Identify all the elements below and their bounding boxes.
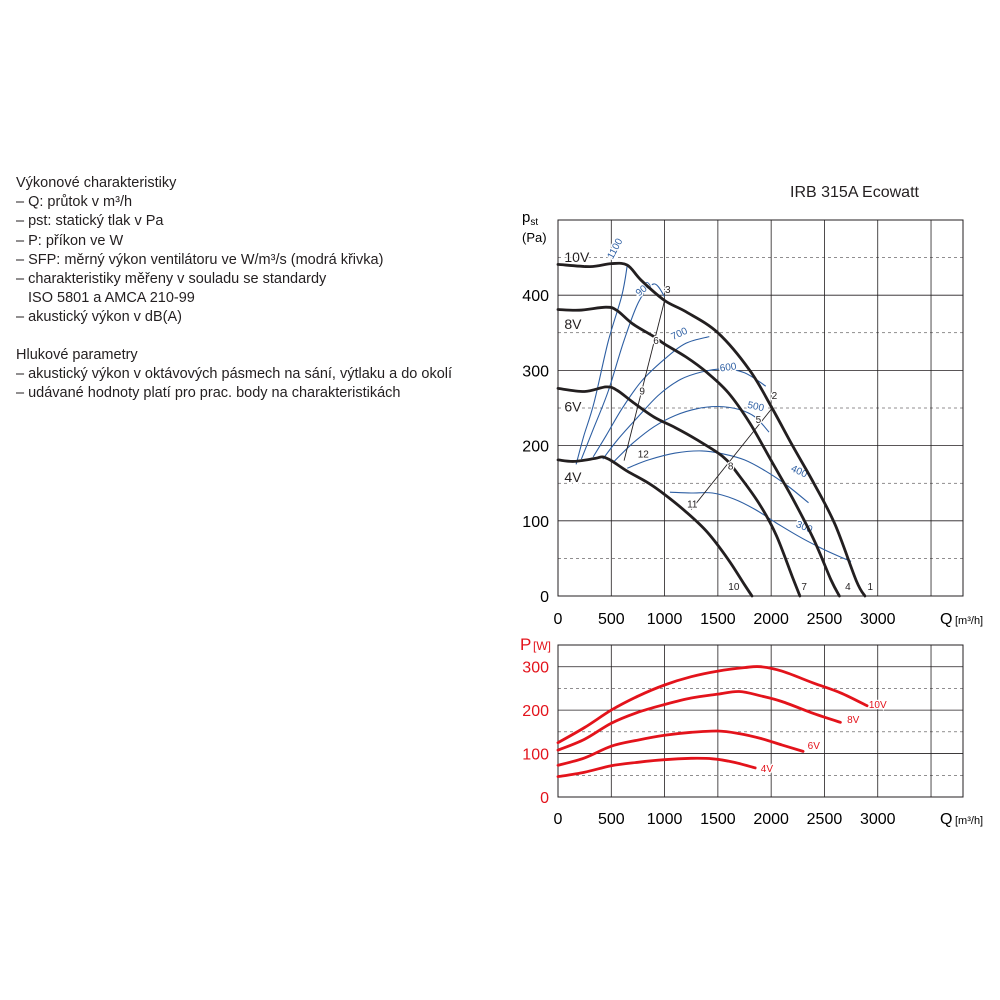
x-tick-label: 1000 xyxy=(647,811,683,828)
y-axis-unit: (Pa) xyxy=(522,230,547,245)
note-line: – pst: statický tlak v Pa xyxy=(16,213,164,230)
x-tick-label: 3000 xyxy=(860,611,896,628)
sfp-curve xyxy=(592,336,710,458)
plot-frame xyxy=(557,219,964,597)
speed-label: 6V xyxy=(564,398,582,414)
operating-point-label: 8 xyxy=(728,462,734,473)
pressure-curve xyxy=(556,385,802,598)
pressure-curve xyxy=(556,261,867,598)
sfp-curve xyxy=(580,283,666,460)
x-tick-label: 2500 xyxy=(807,611,843,628)
power-curve xyxy=(556,665,869,745)
operating-point-label: 11 xyxy=(687,499,698,510)
power-series-label: 8V xyxy=(847,715,860,726)
speed-label: 10V xyxy=(564,249,590,265)
sfp-label: 500 xyxy=(746,400,765,414)
x-tick-label: 2500 xyxy=(807,811,843,828)
y-tick-label: 200 xyxy=(522,703,549,720)
operating-point-label: 9 xyxy=(639,386,645,397)
power-series-label: 4V xyxy=(761,764,774,775)
power-series-label: 10V xyxy=(869,700,887,711)
system-line xyxy=(690,407,773,510)
x-axis-label: Q xyxy=(940,611,952,628)
operating-point-label: 1 xyxy=(867,582,873,593)
operating-point-label: 2 xyxy=(772,391,778,402)
y-tick-label: 100 xyxy=(522,514,549,531)
note-line: – akustický výkon v oktávových pásmech n… xyxy=(16,365,453,382)
operating-point-label: 10 xyxy=(728,582,740,593)
power-curve xyxy=(556,729,805,767)
y-tick-label: 0 xyxy=(540,589,549,606)
y-axis-unit: [W] xyxy=(533,639,551,653)
note-line: – udávané hodnoty platí pro prac. body n… xyxy=(16,385,401,402)
sfp-label: 1100 xyxy=(606,236,626,261)
sfp-curve xyxy=(627,450,809,504)
operating-point-label: 6 xyxy=(653,336,659,347)
sfp-label: 700 xyxy=(670,326,690,343)
power-curve xyxy=(556,690,842,752)
operating-point-label: 4 xyxy=(845,582,851,593)
y-axis-label: P xyxy=(520,635,531,654)
x-tick-label: 1000 xyxy=(647,611,683,628)
operating-point-label: 12 xyxy=(638,450,650,461)
x-tick-label: 500 xyxy=(598,811,625,828)
sfp-label: 600 xyxy=(719,361,737,374)
power-series-label: 6V xyxy=(808,741,821,752)
chart-title: IRB 315A Ecowatt xyxy=(790,184,919,201)
x-axis-unit: [m³/h] xyxy=(955,815,983,827)
operating-point-label: 3 xyxy=(665,285,671,296)
power-curve xyxy=(556,756,757,778)
note-line: ISO 5801 a AMCA 210-99 xyxy=(28,290,195,307)
x-axis-label: Q xyxy=(940,811,952,828)
y-tick-label: 200 xyxy=(522,439,549,456)
sfp-curve xyxy=(613,405,770,463)
power-chart: 0 500 1000 1500 2000 2500 3000 0 100 200 300 P [W] Q[… xyxy=(520,635,983,828)
note-line: – akustický výkon v dB(A) xyxy=(16,309,182,326)
x-tick-label: 2000 xyxy=(753,811,789,828)
y-tick-label: 300 xyxy=(522,363,549,380)
y-tick-label: 400 xyxy=(522,288,549,305)
pressure-chart: 0 500 1000 1500 2000 2500 30000100200300400pst… xyxy=(522,209,983,628)
performance-heading: Výkonové charakteristiky xyxy=(16,175,177,191)
x-tick-label: 0 xyxy=(554,611,563,628)
x-tick-label: 3000 xyxy=(860,811,896,828)
x-tick-label: 2000 xyxy=(753,611,789,628)
speed-label: 4V xyxy=(564,469,582,485)
operating-point-label: 7 xyxy=(801,582,807,593)
x-axis-unit: [m³/h] xyxy=(955,615,983,627)
note-line: – SFP: měrný výkon ventilátoru ve W/m³/s… xyxy=(16,251,384,268)
y-tick-label: 100 xyxy=(522,747,549,764)
note-line: – charakteristiky měřeny v souladu se st… xyxy=(16,271,327,288)
y-axis-label: pst xyxy=(522,209,538,228)
x-tick-label: 1500 xyxy=(700,811,736,828)
note-line: – P: příkon ve W xyxy=(16,232,124,249)
speed-label: 8V xyxy=(564,316,582,332)
x-tick-label: 500 xyxy=(598,611,625,628)
noise-heading: Hlukové parametry xyxy=(16,346,138,363)
pressure-curve xyxy=(556,455,754,598)
sfp-curve xyxy=(602,368,767,460)
system-line xyxy=(623,300,666,461)
pressure-curve xyxy=(556,305,841,598)
x-tick-label: 1500 xyxy=(700,611,736,628)
plot-frame xyxy=(557,644,964,798)
sfp-curve xyxy=(575,265,628,465)
y-tick-label: 300 xyxy=(522,660,549,677)
note-line: – Q: průtok v m³/h xyxy=(16,194,133,211)
y-tick-label: 0 xyxy=(540,790,549,807)
operating-point-label: 5 xyxy=(756,415,762,426)
notes-panel: Výkonové charakteristiky – Q: průtok v m… xyxy=(16,174,452,403)
x-tick-label: 0 xyxy=(554,811,563,828)
